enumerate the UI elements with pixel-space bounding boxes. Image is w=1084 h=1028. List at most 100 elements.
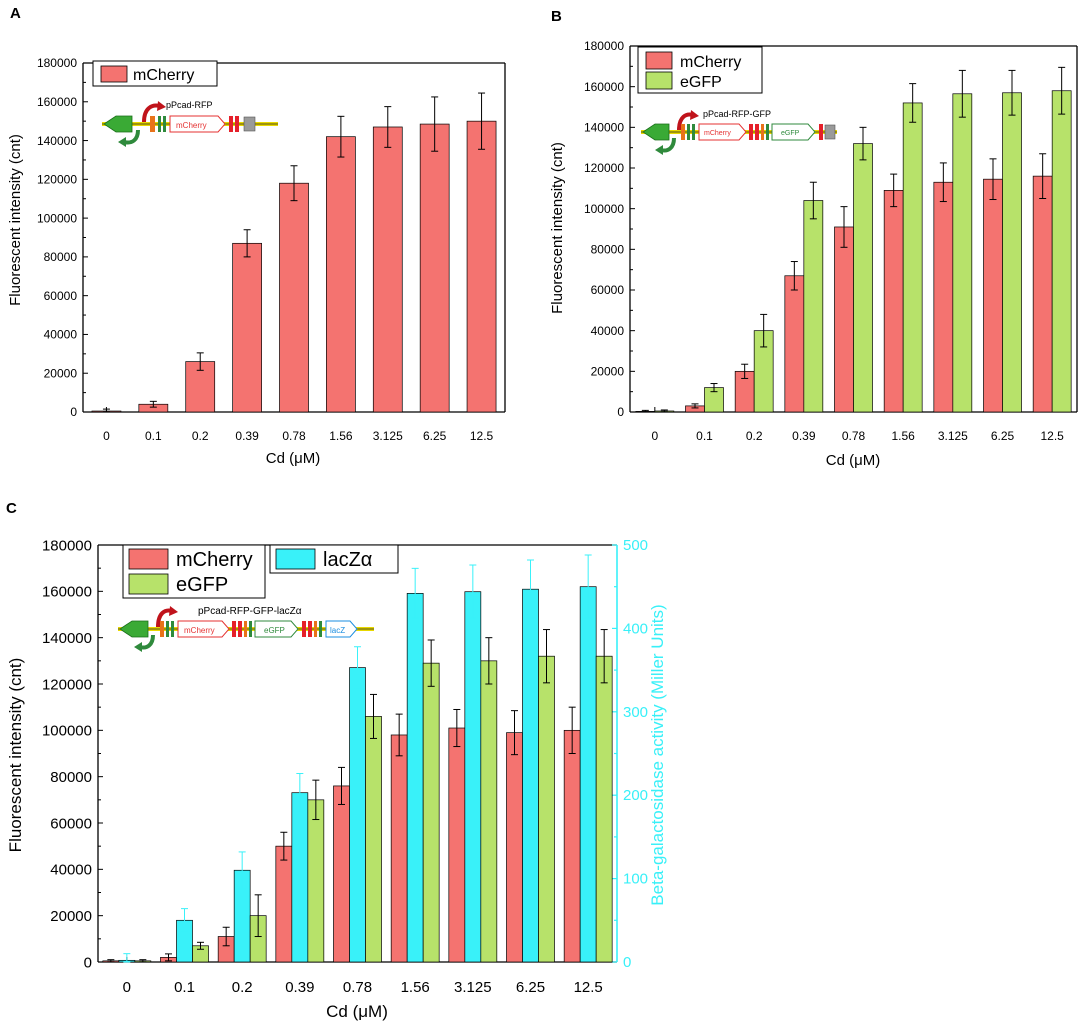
panel-c-construct-gene-lacz: lacZ [330, 626, 345, 635]
panel-b-bar-egfp [1051, 90, 1072, 413]
panel-b-bar-mcherry [1032, 175, 1053, 413]
panel-c-bar-lacz [349, 667, 366, 963]
panel-c-legend-label-lacz: lacZα [323, 549, 372, 571]
egfp-gene-icon [771, 123, 816, 141]
panel-b-plot: 0 20000 40000 60000 80000 100000 120000 140000 1… [584, 39, 1078, 443]
panel-a-ytick-label: 80000 [44, 250, 78, 264]
panel-c-bar-lacz [579, 586, 597, 963]
panel-b-bar-egfp [853, 143, 873, 413]
panel-c-bar-mcherry [275, 845, 293, 963]
panel-c-bar-egfp [480, 660, 498, 963]
panel-c-bar-lacz [291, 792, 309, 963]
panel-b-legend: mCherry eGFP [637, 46, 763, 94]
panel-c-bar-lacz [522, 588, 539, 963]
panel-c-bar-egfp [307, 799, 325, 963]
panel-b-xtick-label: 0.78 [842, 429, 866, 443]
mcherry-gene-icon [698, 123, 747, 141]
panel-b-xtick-label: 0.1 [696, 429, 713, 443]
panel-c-bar-egfp [538, 655, 555, 963]
panel-c-xtick-label: 6.25 [516, 979, 545, 996]
panel-b-legend-label-egfp: eGFP [680, 74, 722, 91]
panel-c-xtick-label: 0.78 [343, 979, 372, 996]
panel-c-bar-lacz [464, 591, 482, 963]
panel-a-bar-mcherry [279, 182, 309, 413]
panel-c-xtick-label: 0.39 [285, 979, 314, 996]
panel-c-construct-label: pPcad-RFP-GFP-lacZα [198, 606, 302, 617]
panel-b-bar-egfp [1002, 92, 1022, 413]
panel-b-legend-swatch-mcherry [645, 51, 673, 70]
panel-a-ytick-label: 0 [70, 405, 77, 419]
panel-b-xtick-label: 6.25 [991, 429, 1015, 443]
panel-b-ytick-label: 140000 [584, 121, 624, 135]
panel-a-ytick-label: 60000 [44, 289, 78, 303]
panel-a-construct-gene-mcherry: mCherry [176, 121, 207, 130]
panel-b-xtick-label: 0.2 [746, 429, 763, 443]
panel-c-xtick-label: 0.1 [174, 979, 195, 996]
panel-b-ytick-label: 160000 [584, 80, 624, 94]
panel-b-ytick-label: 40000 [591, 324, 625, 338]
panel-b-bar-mcherry [983, 178, 1003, 413]
panel-b-ytick-label: 120000 [584, 161, 624, 175]
panel-c-bar-mcherry [448, 727, 466, 963]
panel-a-letter: A [10, 5, 21, 22]
panel-c-xtick-label: 0 [123, 979, 131, 996]
panel-c-xtick-label: 0.2 [232, 979, 253, 996]
panel-a-xtick-label: 3.125 [373, 429, 403, 443]
panel-c-bar-lacz [406, 593, 424, 963]
promoter-icon [119, 620, 149, 638]
panel-c-ytick-label: 140000 [42, 630, 92, 647]
panel-b-construct-gene-egfp: eGFP [781, 130, 800, 137]
panel-a-xtick-label: 0 [103, 429, 110, 443]
panel-c-ytick-right-label: 300 [623, 704, 648, 721]
panel-c-ytick-label: 0 [84, 954, 92, 971]
panel-c-legend-swatch-egfp [128, 573, 169, 595]
panel-c-letter: C [6, 500, 17, 517]
panel-a-bar-mcherry [372, 126, 403, 413]
panel-c-construct-gene-egfp: eGFP [264, 626, 285, 635]
egfp-gene-icon [254, 620, 299, 638]
panel-b-bar-mcherry [883, 190, 904, 413]
panel-b-xlabel: Cd (μM) [826, 452, 880, 469]
panel-c-xtick-label: 12.5 [574, 979, 603, 996]
panel-b-ylabel: Fluorescent intensity (cnt) [549, 142, 566, 314]
panel-b-bar-egfp [952, 93, 973, 413]
panel-b-ytick-label: 20000 [591, 365, 625, 379]
panel-c-ytick-right-label: 400 [623, 620, 648, 637]
mcherry-gene-icon [169, 115, 226, 133]
panel-b-ytick-label: 0 [617, 405, 624, 419]
panel-a-construct-diagram: pPcad-RFP mCherry [102, 100, 278, 147]
panel-b-construct-gene-mcherry: mCherry [704, 130, 731, 137]
panel-c-xlabel: Cd (μM) [326, 1002, 388, 1021]
panel-c-legend-label-mcherry: mCherry [176, 549, 253, 571]
panel-a-xtick-label: 0.2 [192, 429, 209, 443]
panel-c-ytick-right-label: 100 [623, 871, 648, 888]
panel-b-xtick-label: 0.39 [792, 429, 816, 443]
panel-c-ytick-label: 120000 [42, 676, 92, 693]
panel-a-xtick-label: 0.39 [235, 429, 259, 443]
panel-b-xtick-label: 12.5 [1040, 429, 1064, 443]
panel-a-ytick-label: 180000 [37, 56, 77, 70]
panel-a-plot: 0 20000 40000 60000 80000 100000 120000 140000 1… [37, 56, 506, 443]
panel-c-legend-label-egfp: eGFP [176, 574, 228, 596]
panel-c-bar-egfp [595, 655, 613, 963]
panel-a-xlabel: Cd (μM) [266, 450, 320, 467]
panel-b-construct-diagram: pPcad-RFP-GFP mCherry eGFP [641, 109, 837, 155]
panel-b-legend-label-mcherry: mCherry [680, 54, 741, 71]
panel-c-bar-egfp [365, 716, 382, 963]
panel-b-bar-mcherry [784, 275, 805, 413]
panel-c-ytick-label: 100000 [42, 723, 92, 740]
panel-c-ytick-label: 80000 [50, 769, 92, 786]
panel-c-ytick-label: 160000 [42, 584, 92, 601]
panel-a-xtick-label: 0.1 [145, 429, 162, 443]
panel-c-construct-diagram: pPcad-RFP-GFP-lacZα mCherry eGFP la [118, 606, 374, 652]
panel-a-ytick-label: 160000 [37, 95, 77, 109]
panel-c-legend-swatch-mcherry [128, 548, 169, 570]
panel-a-ylabel: Fluorescent intensity (cnt) [7, 134, 24, 306]
panel-a-xtick-label: 1.56 [329, 429, 353, 443]
panel-a-xtick-label: 0.78 [282, 429, 306, 443]
panel-b-bar-mcherry [933, 181, 954, 413]
panel-c-legend: mCherry eGFP lacZα [122, 544, 399, 599]
panel-c-ytick-label: 40000 [50, 862, 92, 879]
panel-c-ytick-label: 180000 [42, 537, 92, 554]
panel-a-xtick-label: 6.25 [423, 429, 447, 443]
